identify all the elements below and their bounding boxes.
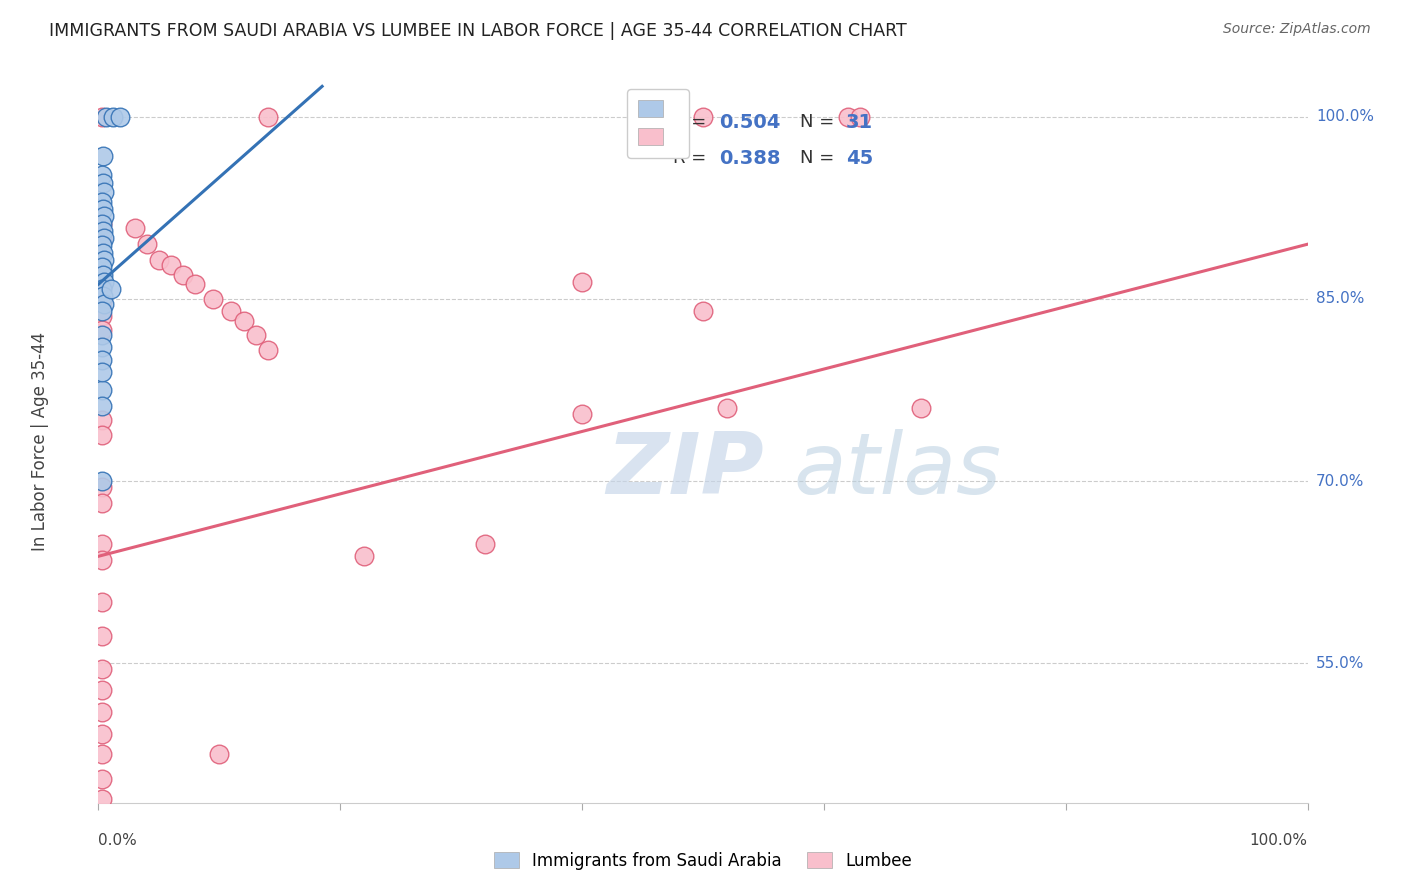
Point xyxy=(91,282,114,296)
Point xyxy=(849,110,872,124)
Point xyxy=(91,224,114,238)
Point xyxy=(124,221,146,235)
Point xyxy=(91,340,114,354)
Point xyxy=(232,314,254,328)
Text: 0.0%: 0.0% xyxy=(98,833,138,848)
Point xyxy=(692,110,714,124)
Text: 31: 31 xyxy=(845,112,873,132)
Text: R =: R = xyxy=(672,112,711,131)
Point xyxy=(91,279,114,293)
Point xyxy=(91,496,114,510)
Point xyxy=(245,328,267,343)
Point xyxy=(208,747,231,762)
Point xyxy=(91,705,114,719)
Point xyxy=(135,237,157,252)
Point xyxy=(91,682,114,697)
Point xyxy=(91,399,114,413)
Point xyxy=(91,323,114,337)
Point xyxy=(184,277,207,292)
Point xyxy=(94,110,117,124)
Text: R =: R = xyxy=(672,149,711,167)
Point xyxy=(91,328,114,343)
Point xyxy=(91,268,114,282)
Point xyxy=(100,282,122,296)
Point xyxy=(91,309,114,323)
Point xyxy=(91,217,114,231)
Point xyxy=(571,275,593,289)
Point xyxy=(256,110,278,124)
Point xyxy=(91,365,114,379)
Text: In Labor Force | Age 35-44: In Labor Force | Age 35-44 xyxy=(31,332,49,551)
Text: 100.0%: 100.0% xyxy=(1250,833,1308,848)
Point xyxy=(91,383,114,397)
Point xyxy=(91,289,114,303)
Legend: , : , xyxy=(627,89,689,158)
Point xyxy=(148,252,170,267)
Point xyxy=(93,185,115,199)
Point xyxy=(91,747,114,762)
Point xyxy=(91,537,114,551)
Point xyxy=(91,304,114,318)
Point xyxy=(93,296,115,310)
Point xyxy=(160,258,183,272)
Point xyxy=(716,401,738,416)
Text: atlas: atlas xyxy=(793,429,1001,512)
Text: ZIP: ZIP xyxy=(606,429,763,512)
Point xyxy=(910,401,932,416)
Point xyxy=(571,407,593,421)
Point xyxy=(474,537,496,551)
Text: N =: N = xyxy=(800,112,839,131)
Point xyxy=(91,474,114,488)
Point xyxy=(93,231,115,245)
Point xyxy=(91,352,114,367)
Point xyxy=(91,177,114,191)
Point xyxy=(837,110,859,124)
Point xyxy=(91,413,114,427)
Text: 85.0%: 85.0% xyxy=(1316,292,1364,306)
Point xyxy=(91,110,114,124)
Point xyxy=(93,275,115,289)
Point xyxy=(91,168,114,182)
Point xyxy=(91,792,114,806)
Point xyxy=(91,553,114,567)
Point xyxy=(202,292,225,306)
Point xyxy=(91,217,114,231)
Point xyxy=(93,252,115,267)
Text: Source: ZipAtlas.com: Source: ZipAtlas.com xyxy=(1223,22,1371,37)
Legend: Immigrants from Saudi Arabia, Lumbee: Immigrants from Saudi Arabia, Lumbee xyxy=(488,846,918,877)
Point xyxy=(221,304,243,318)
Text: 55.0%: 55.0% xyxy=(1316,656,1364,671)
Point xyxy=(91,202,114,216)
Point xyxy=(91,245,114,260)
Point xyxy=(91,238,114,252)
Point xyxy=(93,209,115,223)
Point xyxy=(91,260,114,275)
Text: 70.0%: 70.0% xyxy=(1316,474,1364,489)
Point xyxy=(108,110,131,124)
Point xyxy=(91,428,114,442)
Point xyxy=(91,480,114,494)
Text: 0.388: 0.388 xyxy=(718,149,780,168)
Point xyxy=(91,194,114,209)
Point xyxy=(91,294,114,309)
Point xyxy=(91,595,114,609)
Point xyxy=(692,304,714,318)
Point xyxy=(256,343,278,357)
Point xyxy=(91,231,114,245)
Point xyxy=(91,772,114,786)
Point xyxy=(101,110,124,124)
Point xyxy=(91,148,114,162)
Point xyxy=(91,726,114,740)
Text: IMMIGRANTS FROM SAUDI ARABIA VS LUMBEE IN LABOR FORCE | AGE 35-44 CORRELATION CH: IMMIGRANTS FROM SAUDI ARABIA VS LUMBEE I… xyxy=(49,22,907,40)
Text: N =: N = xyxy=(800,149,839,167)
Point xyxy=(353,549,375,564)
Text: 0.504: 0.504 xyxy=(718,112,780,132)
Point xyxy=(172,268,194,282)
Point xyxy=(91,662,114,676)
Text: 45: 45 xyxy=(845,149,873,168)
Point xyxy=(91,629,114,643)
Text: 100.0%: 100.0% xyxy=(1316,109,1374,124)
